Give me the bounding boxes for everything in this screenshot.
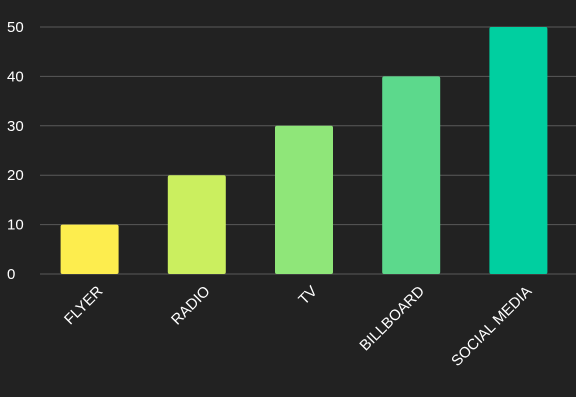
x-tick-label: SOCIAL MEDIA — [448, 283, 535, 370]
y-tick-label: 50 — [7, 19, 24, 36]
bar-billboard[interactable] — [382, 76, 441, 275]
x-tick-label: TV — [295, 283, 321, 309]
x-tick-label: BILLBOARD — [356, 283, 428, 355]
bar-tv[interactable] — [275, 125, 333, 274]
bar-radio[interactable] — [167, 175, 226, 274]
x-axis-ticks: FLYER RADIO TV BILLBOARD SOCIAL MEDIA — [61, 283, 535, 370]
y-tick-label: 20 — [7, 167, 24, 184]
y-tick-label: 40 — [7, 68, 24, 85]
y-tick-label: 30 — [7, 118, 24, 135]
y-tick-label: 0 — [7, 266, 15, 283]
bar-social-media[interactable] — [489, 27, 548, 274]
bars — [60, 27, 548, 275]
y-tick-label: 10 — [7, 217, 24, 234]
x-tick-label: FLYER — [61, 283, 107, 329]
bar-flyer[interactable] — [60, 224, 119, 274]
x-tick-label: RADIO — [168, 283, 214, 329]
y-axis-ticks: 0 10 20 30 40 50 — [7, 19, 24, 283]
